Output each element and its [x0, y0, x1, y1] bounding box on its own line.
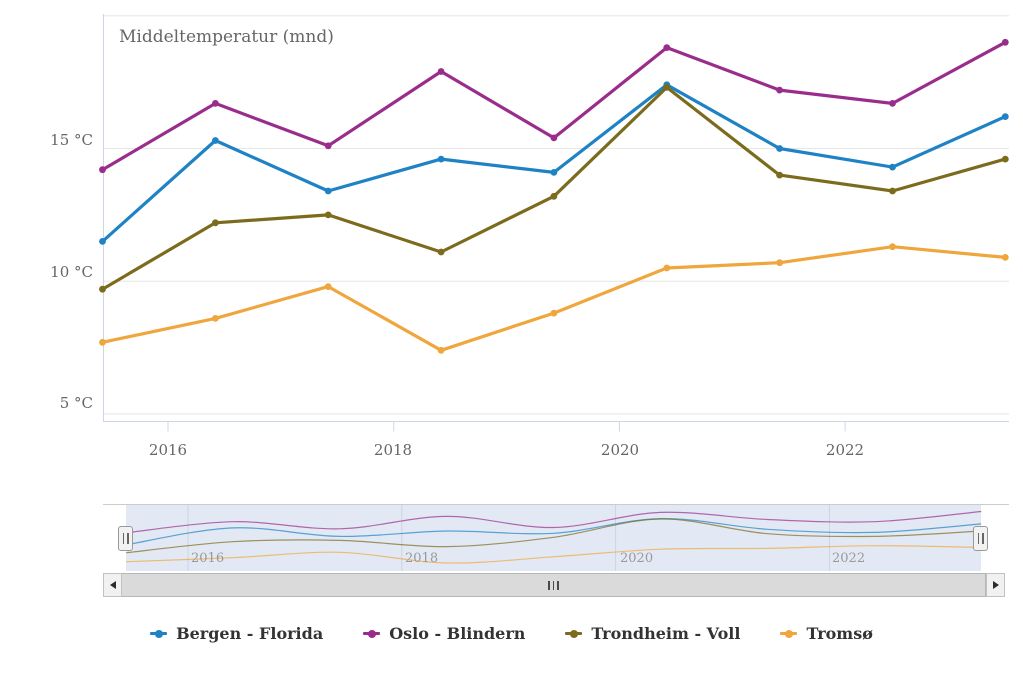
navigator-series-tromso	[125, 545, 982, 564]
legend-item-trondheim-voll[interactable]: Trondheim - Voll	[565, 624, 740, 643]
series-point-tromso-3[interactable]	[437, 346, 445, 354]
series-point-bergen-florida-1[interactable]	[212, 137, 219, 144]
x-axis-label-2018: 2018	[373, 441, 413, 459]
legend-label: Oslo - Blindern	[389, 624, 526, 643]
navigator-label-2022: 2022	[832, 551, 866, 566]
right-triangle-icon	[992, 581, 999, 589]
legend-label: Bergen - Florida	[176, 624, 324, 643]
x-axis-label-2016: 2016	[148, 441, 188, 459]
series-point-trondheim-voll-8[interactable]	[1001, 155, 1009, 163]
series-point-oslo-blindern-7[interactable]	[889, 100, 896, 107]
series-point-bergen-florida-0[interactable]	[99, 238, 106, 245]
series-line-bergen-florida[interactable]	[100, 83, 1007, 243]
series-point-oslo-blindern-5[interactable]	[663, 44, 671, 51]
series-point-oslo-blindern-4[interactable]	[550, 134, 558, 142]
legend-item-oslo-blindern[interactable]: Oslo - Blindern	[363, 624, 525, 643]
scrollbar-thumb[interactable]	[121, 573, 986, 597]
legend-label: Trondheim - Voll	[591, 624, 741, 643]
legend-item-bergen-florida[interactable]: Bergen - Florida	[150, 624, 323, 643]
series-point-tromso-5[interactable]	[663, 264, 671, 272]
series-point-trondheim-voll-0[interactable]	[99, 285, 106, 293]
series-line-tromso[interactable]	[100, 245, 1007, 352]
navigator-label-2018: 2018	[405, 551, 439, 566]
left-triangle-icon	[109, 581, 116, 589]
navigator-mask[interactable]	[126, 505, 981, 571]
line-dot-marker-icon	[565, 628, 583, 640]
series-point-bergen-florida-3[interactable]	[437, 155, 445, 163]
legend: Bergen - Florida Oslo - Blindern Trondhe…	[0, 624, 1023, 643]
y-axis-label-5: 5 °C	[59, 394, 93, 412]
series-point-tromso-0[interactable]	[99, 338, 106, 346]
navigator-label-2016: 2016	[191, 551, 225, 566]
line-dot-marker-icon	[780, 628, 798, 640]
series-point-oslo-blindern-2[interactable]	[324, 142, 332, 150]
scrollbar-right-button[interactable]	[986, 573, 1005, 597]
series-point-oslo-blindern-1[interactable]	[212, 100, 219, 107]
series-point-oslo-blindern-8[interactable]	[1001, 38, 1009, 46]
x-axis-label-2022: 2022	[825, 441, 865, 459]
x-axis-label-2020: 2020	[600, 441, 640, 459]
series-point-bergen-florida-6[interactable]	[776, 145, 783, 152]
grip-bars-icon	[548, 580, 551, 590]
series-point-oslo-blindern-6[interactable]	[776, 86, 783, 94]
line-dot-marker-icon	[363, 628, 381, 640]
navigator-series-trondheim-voll	[125, 518, 982, 554]
series-point-bergen-florida-7[interactable]	[889, 163, 896, 171]
series-point-trondheim-voll-7[interactable]	[889, 187, 896, 195]
series-point-trondheim-voll-3[interactable]	[437, 248, 445, 256]
chart-title: Middeltemperatur (mnd)	[119, 27, 334, 47]
navigator-label-2020: 2020	[620, 551, 654, 566]
y-axis-label-15: 15 °C	[50, 131, 93, 149]
series-point-oslo-blindern-3[interactable]	[437, 68, 445, 75]
scrollbar-left-button[interactable]	[103, 573, 122, 597]
series-point-tromso-4[interactable]	[550, 309, 558, 317]
line-dot-marker-icon	[150, 628, 168, 640]
y-axis-label-10: 10 °C	[50, 263, 93, 281]
legend-label: Tromsø	[806, 624, 873, 643]
series-point-trondheim-voll-6[interactable]	[776, 171, 783, 179]
series-line-trondheim-voll[interactable]	[100, 85, 1007, 291]
series-point-bergen-florida-2[interactable]	[324, 187, 332, 195]
series-point-tromso-2[interactable]	[324, 283, 332, 290]
series-point-tromso-8[interactable]	[1001, 254, 1009, 261]
series-point-tromso-1[interactable]	[212, 315, 219, 322]
series-point-bergen-florida-4[interactable]	[550, 169, 558, 176]
series-point-trondheim-voll-5[interactable]	[663, 84, 671, 91]
series-point-trondheim-voll-1[interactable]	[212, 219, 219, 227]
series-point-trondheim-voll-2[interactable]	[324, 211, 332, 219]
series-point-bergen-florida-8[interactable]	[1001, 113, 1009, 120]
legend-item-tromso[interactable]: Tromsø	[780, 624, 873, 643]
series-point-tromso-7[interactable]	[889, 243, 896, 251]
navigator-series-bergen-florida	[125, 517, 982, 546]
series-point-trondheim-voll-4[interactable]	[550, 192, 558, 200]
series-point-oslo-blindern-0[interactable]	[99, 166, 106, 174]
navigator-right-handle-icon[interactable]	[973, 526, 988, 551]
navigator-left-handle-icon[interactable]	[118, 526, 133, 551]
series-point-tromso-6[interactable]	[776, 259, 783, 267]
navigator-series-oslo-blindern	[125, 510, 982, 534]
